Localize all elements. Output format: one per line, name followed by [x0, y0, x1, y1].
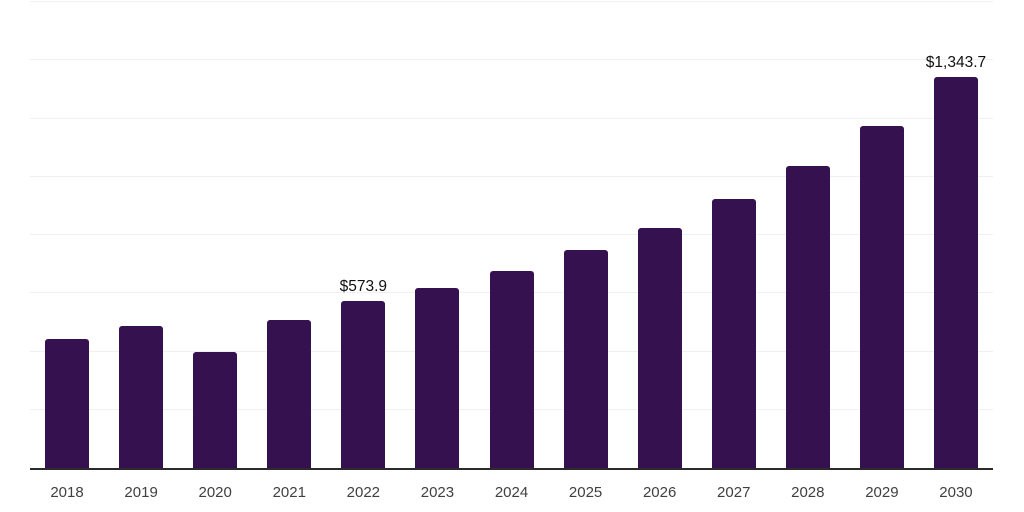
x-tick-2021: 2021	[272, 484, 306, 501]
x-tick-2026: 2026	[642, 484, 677, 501]
bar-2021	[267, 319, 312, 468]
x-tick-2028: 2028	[791, 484, 825, 501]
bar-slot-2027	[697, 2, 771, 468]
plot-area: $573.9 $1,343.7	[30, 1, 993, 470]
bar-2019	[119, 326, 164, 468]
bar-slot-2018	[30, 2, 104, 468]
gridline-1600	[30, 1, 993, 2]
bar-slot-2023	[400, 2, 474, 468]
x-tick-2024: 2024	[494, 484, 529, 501]
bar-slot-2025	[549, 2, 623, 468]
bars-group: $573.9 $1,343.7	[30, 2, 993, 468]
x-tick-2027: 2027	[717, 484, 751, 501]
bar-2026	[637, 227, 682, 468]
bar-value-label-2030: $1,343.7	[925, 53, 987, 71]
x-tick-2019: 2019	[124, 484, 158, 501]
gridline-1200	[30, 117, 993, 119]
x-tick-2029: 2029	[865, 484, 899, 501]
bar-slot-2019	[104, 2, 178, 468]
bar-slot-2030: $1,343.7	[919, 2, 993, 468]
bar-2024	[489, 270, 534, 468]
bar-slot-2024	[474, 2, 548, 468]
x-axis-line	[30, 468, 993, 470]
bar-slot-2022: $573.9	[326, 2, 400, 468]
bar-slot-2028	[771, 2, 845, 468]
bar-value-label-2022: $573.9	[339, 277, 388, 295]
x-tick-2030: 2030	[939, 484, 973, 501]
bar-2030	[933, 76, 978, 468]
gridline-1000	[30, 175, 993, 177]
bar-2018	[45, 339, 90, 468]
bar-2023	[415, 288, 460, 468]
bar-2029	[859, 125, 904, 468]
bar-slot-2029	[845, 2, 919, 468]
bar-2020	[193, 351, 238, 468]
bar-2025	[563, 250, 608, 468]
bar-2028	[785, 165, 830, 468]
x-tick-2022: 2022	[346, 484, 381, 501]
bar-2022	[341, 300, 386, 468]
x-tick-2018: 2018	[50, 484, 84, 501]
bar-slot-2021	[252, 2, 326, 468]
x-tick-2020: 2020	[198, 484, 232, 501]
gridline-1400	[30, 59, 993, 61]
x-axis-labels: 2018 2019 2020 2021 2022 2023 2024 2025 2026 2027…	[30, 470, 993, 502]
bar-slot-2026	[623, 2, 697, 468]
x-tick-2025: 2025	[568, 484, 603, 501]
bar-slot-2020	[178, 2, 252, 468]
bar-2027	[711, 199, 756, 468]
gridline-800	[30, 234, 993, 235]
x-tick-2023: 2023	[420, 484, 455, 501]
